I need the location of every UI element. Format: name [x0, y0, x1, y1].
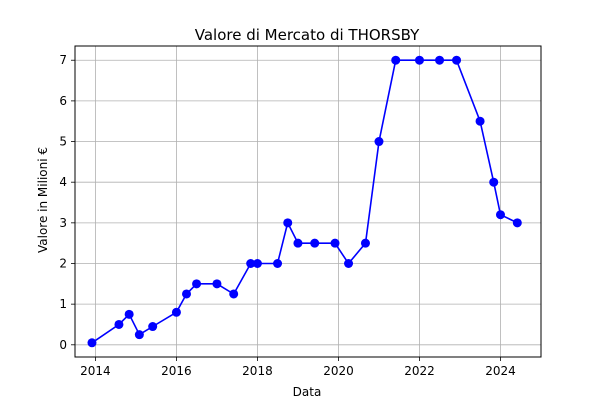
- x-axis-label: Data: [293, 385, 322, 399]
- y-tick-label: 2: [59, 256, 67, 270]
- series-line: [91, 59, 518, 344]
- y-axis-label: Valore in Milioni €: [36, 147, 50, 253]
- data-point: [344, 258, 354, 268]
- data-point: [114, 319, 124, 329]
- data-point: [495, 210, 505, 220]
- data-point: [124, 309, 134, 319]
- y-tick-label: 0: [59, 338, 67, 352]
- data-point: [171, 307, 181, 317]
- data-point: [283, 218, 293, 228]
- data-point: [134, 330, 144, 340]
- series-layer: [87, 55, 522, 348]
- data-point: [182, 289, 192, 299]
- data-point: [414, 55, 424, 65]
- data-point: [512, 218, 522, 228]
- data-point: [273, 258, 283, 268]
- data-point: [475, 116, 485, 126]
- x-tick-label: 2020: [323, 364, 354, 378]
- y-tick-label: 1: [59, 297, 67, 311]
- data-point: [148, 322, 158, 332]
- plot-area: [74, 45, 542, 358]
- y-tick-label: 5: [59, 135, 67, 149]
- data-point: [252, 258, 262, 268]
- y-tick-label: 7: [59, 53, 67, 67]
- x-tick-label: 2016: [161, 364, 192, 378]
- grid: [75, 46, 541, 357]
- data-point: [229, 289, 239, 299]
- data-point: [374, 137, 384, 147]
- data-point: [489, 177, 499, 187]
- data-point: [330, 238, 340, 248]
- data-point: [391, 55, 401, 65]
- y-tick-label: 4: [59, 175, 67, 189]
- data-point: [212, 279, 222, 289]
- data-point: [452, 55, 462, 65]
- y-tick-label: 3: [59, 216, 67, 230]
- chart-title: Valore di Mercato di THORSBY: [195, 26, 420, 44]
- data-point: [435, 55, 445, 65]
- data-point: [293, 238, 303, 248]
- x-tick-label: 2014: [80, 364, 111, 378]
- x-tick-label: 2022: [404, 364, 435, 378]
- data-point: [87, 338, 97, 348]
- axis-ticks: 2014 2016 2018 2020 2022 2024 0 1 2 3 4 5 6 7: [59, 53, 515, 378]
- data-point: [310, 238, 320, 248]
- data-point: [192, 279, 202, 289]
- data-point: [360, 238, 370, 248]
- y-tick-label: 6: [59, 94, 67, 108]
- x-tick-label: 2018: [242, 364, 273, 378]
- data-point: [246, 258, 256, 268]
- x-tick-label: 2024: [485, 364, 516, 378]
